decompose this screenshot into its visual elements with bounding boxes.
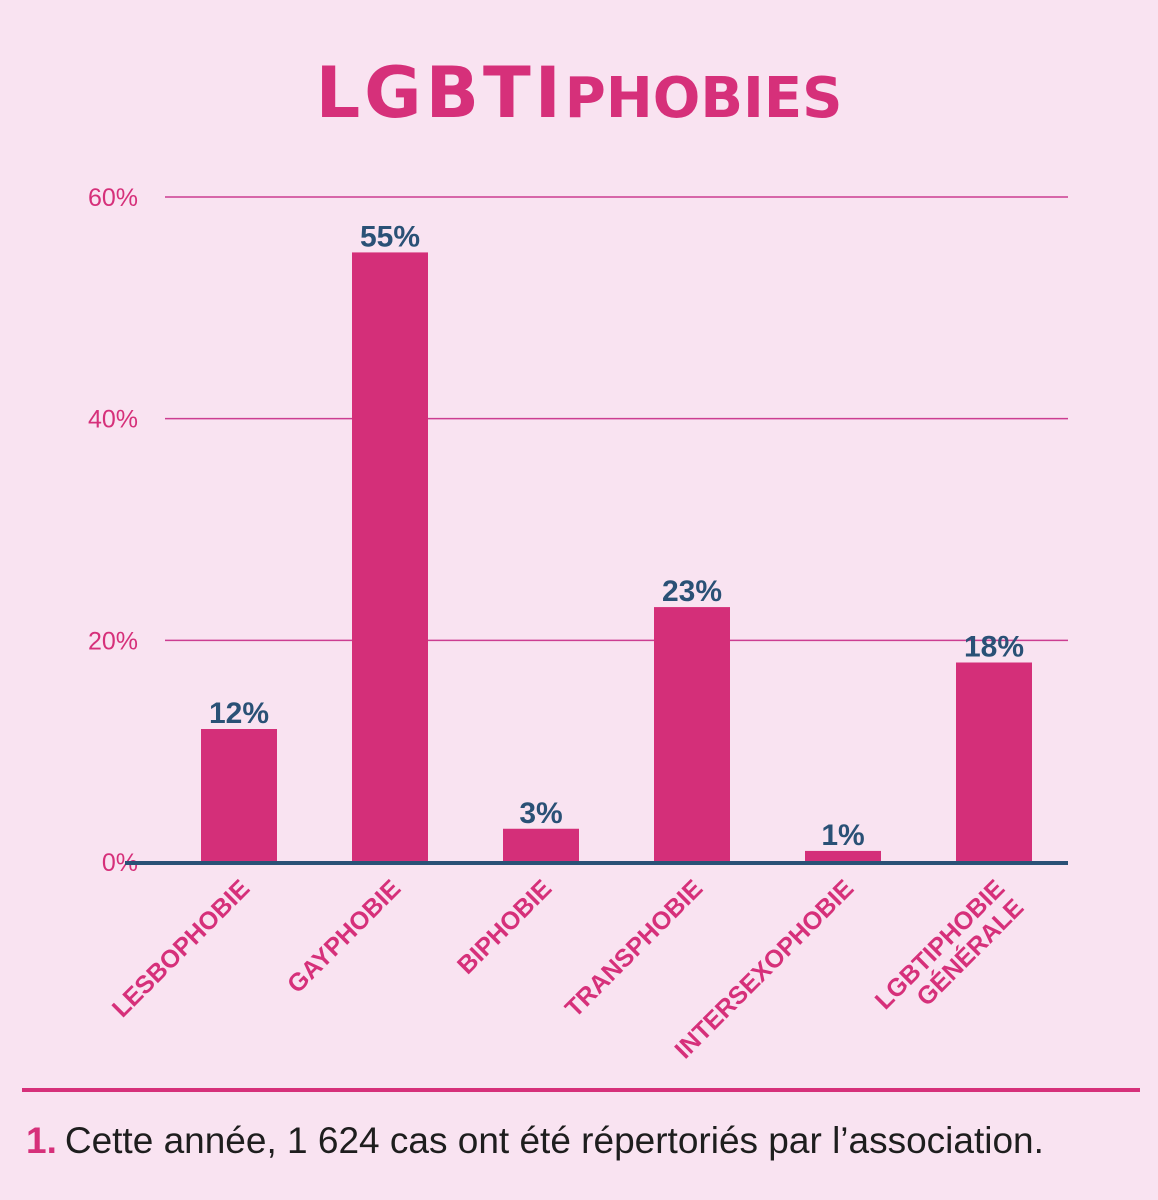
bar: [503, 828, 579, 862]
bar: [352, 252, 428, 862]
footnote: 1. Cette année, 1 624 cas ont été réperto…: [26, 1120, 1044, 1162]
title-part-phobies: PHOBIES: [564, 66, 843, 131]
title-part-lgbti: LGBTI: [315, 52, 565, 134]
bar-chart: 0%20%40%60%12%55%3%23%1%18%LESBOPHOBIE GA…: [88, 184, 1068, 1064]
bar-value-label: 23%: [662, 575, 722, 608]
y-tick-label: 40%: [88, 406, 138, 434]
bar-value-label: 1%: [821, 819, 864, 852]
category-label-line: LESBOPHOBIE: [107, 874, 255, 1022]
footnote-number: 1.: [26, 1120, 57, 1161]
bar: [805, 850, 881, 862]
bar: [654, 607, 730, 862]
category-label-line: GAYPHOBIE: [282, 874, 406, 998]
category-label: GAYPHOBIE: [282, 874, 406, 998]
bar-value-label: 18%: [964, 631, 1024, 664]
footnote-text: Cette année, 1 624 cas ont été répertori…: [64, 1120, 1044, 1161]
category-label: TRANSPHOBIE: [560, 874, 708, 1022]
chart-title: LGBTIPHOBIES: [0, 52, 1158, 134]
bar-value-label: 3%: [519, 797, 562, 830]
bar-value-label: 12%: [209, 697, 269, 730]
bar: [956, 662, 1032, 862]
y-tick-label: 60%: [88, 184, 138, 212]
category-label: LESBOPHOBIE: [107, 874, 255, 1022]
category-label: BIPHOBIE: [452, 874, 557, 979]
category-label-line: BIPHOBIE: [452, 874, 557, 979]
category-label: LGBTIPHOBIEGÉNÉRALE: [870, 874, 1030, 1034]
y-tick-label: 20%: [88, 627, 138, 655]
bar-value-label: 55%: [360, 220, 420, 253]
category-label-line: TRANSPHOBIE: [560, 874, 708, 1022]
bar: [201, 729, 277, 862]
footnote-divider: [22, 1088, 1140, 1092]
